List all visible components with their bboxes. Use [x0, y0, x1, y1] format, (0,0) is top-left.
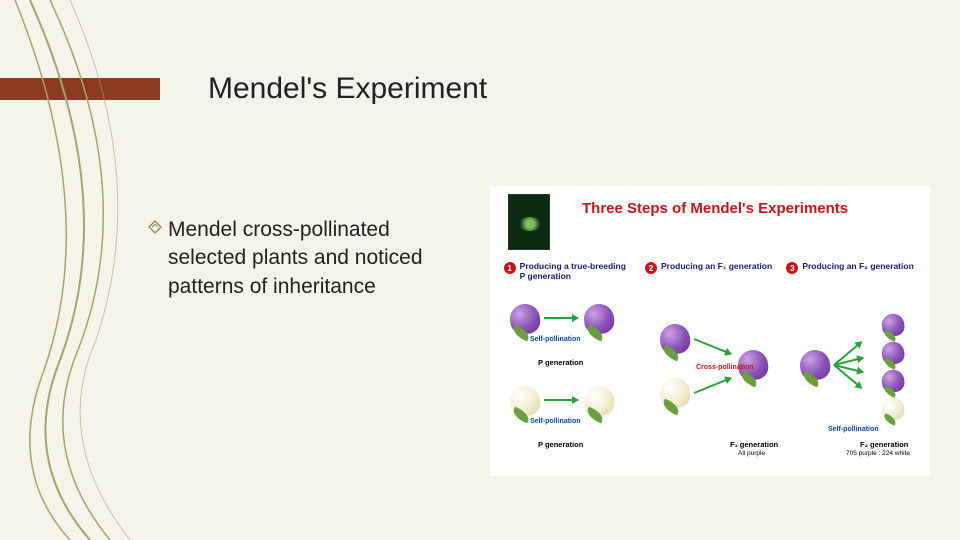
arrow-icon [694, 377, 732, 394]
flower-purple-icon [882, 314, 905, 337]
step-label: Producing an F₁ generation [661, 262, 772, 282]
bullet-block: Mendel cross-pollinated selected plants … [148, 216, 468, 301]
accent-bar [0, 78, 160, 100]
diagram-title: Three Steps of Mendel's Experiments [582, 200, 848, 217]
slide-title: Mendel's Experiment [208, 72, 487, 106]
label-p-generation: P generation [538, 358, 583, 367]
step-label: Producing an F₂ generation [802, 262, 913, 282]
label-f1-generation: F₁ generation [730, 440, 778, 449]
arrow-icon [544, 317, 578, 319]
mendel-diagram: Three Steps of Mendel's Experiments 1 Pr… [490, 186, 930, 476]
diamond-bullet-icon [148, 220, 162, 234]
flower-purple-icon [882, 342, 905, 365]
label-f1-sub: All purple [738, 450, 765, 457]
step-num-icon: 3 [786, 262, 798, 274]
label-self-pollination: Self-pollination [828, 426, 879, 433]
flower-purple-icon [584, 304, 614, 334]
arrow-icon [694, 338, 732, 355]
step-3: 3 Producing an F₂ generation [786, 262, 916, 282]
step-2: 2 Producing an F₁ generation [645, 262, 775, 282]
label-p-generation: P generation [538, 440, 583, 449]
bullet-item: Mendel cross-pollinated selected plants … [148, 216, 468, 301]
flower-white-icon [882, 398, 905, 421]
flower-purple-icon [510, 304, 540, 334]
flower-purple-icon [882, 370, 905, 393]
step-num-icon: 2 [645, 262, 657, 274]
flower-purple-icon [800, 350, 830, 380]
step-1: 1 Producing a true-breeding P generation [504, 262, 634, 282]
arrow-icon [544, 399, 578, 401]
label-cross-pollination: Cross-pollination [696, 364, 754, 371]
flower-white-icon [510, 386, 540, 416]
label-f2-sub: 705 purple : 224 white [846, 450, 910, 457]
flower-white-icon [660, 378, 690, 408]
textbook-thumbnail-icon [508, 194, 550, 250]
flower-white-icon [584, 386, 614, 416]
step-num-icon: 1 [504, 262, 516, 274]
step-row: 1 Producing a true-breeding P generation… [490, 262, 930, 282]
flower-purple-icon [660, 324, 690, 354]
bullet-text: Mendel cross-pollinated selected plants … [168, 216, 468, 301]
label-self-pollination: Self-pollination [530, 418, 581, 425]
label-self-pollination: Self-pollination [530, 336, 581, 343]
step-label: Producing a true-breeding P generation [520, 262, 634, 282]
label-f2-generation: F₂ generation [860, 440, 908, 449]
